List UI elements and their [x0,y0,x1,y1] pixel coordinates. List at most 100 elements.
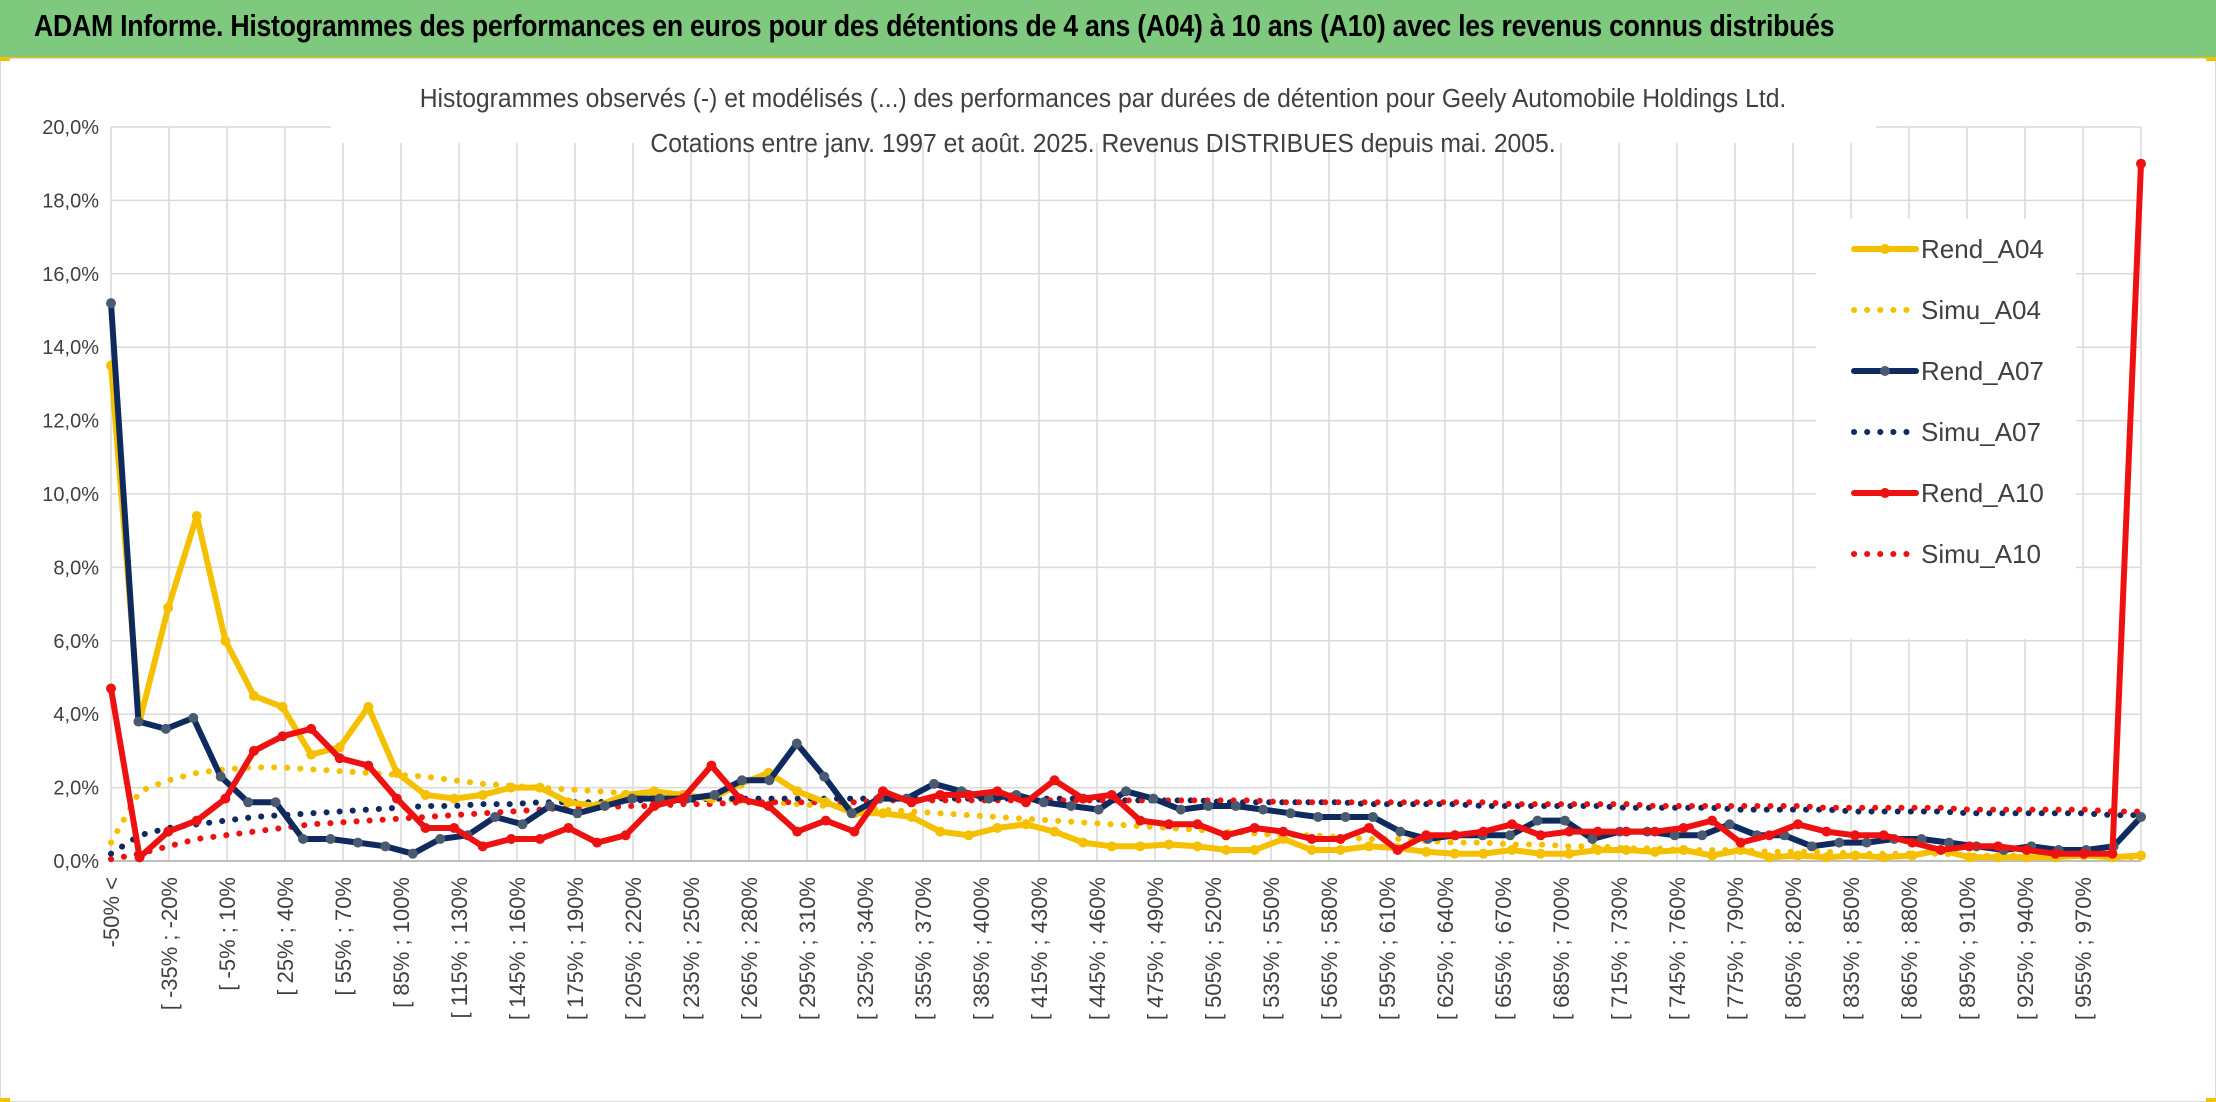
report-title: ADAM Informe. Histogrammes des performan… [34,8,1835,43]
x-tick-label: [ -35% ; -20% [157,877,182,1010]
data-point-rend_a07 [1203,800,1214,811]
data-point-rend_a10 [1764,830,1775,841]
legend-marker [1880,488,1890,498]
data-point-rend_a10 [1306,833,1317,844]
y-tick-label: 0,0% [53,851,99,873]
data-point-rend_a04 [2136,850,2146,861]
x-axis: -50% < [ -35% ; -20% [ -5% ; 10% [ 25% ; 40… [99,877,2096,1020]
data-point-rend_a10 [877,786,888,797]
data-point-rend_a07 [1669,830,1680,841]
data-point-rend_a10 [1735,837,1746,848]
y-tick-label: 14,0% [42,337,99,359]
data-point-rend_a04 [1678,844,1689,855]
data-point-rend_a07 [736,775,747,786]
data-point-rend_a10 [849,826,860,837]
data-point-rend_a10 [1421,830,1432,841]
data-point-rend_a04 [2021,852,2032,863]
data-point-rend_a10 [420,822,431,833]
data-point-rend_a04 [1993,852,2004,863]
data-point-rend_a07 [764,775,775,786]
data-point-rend_a07 [1724,819,1735,830]
data-point-rend_a07 [1367,811,1378,822]
y-tick-label: 2,0% [53,778,99,800]
data-point-rend_a07 [1066,800,1077,811]
y-tick-label: 10,0% [42,484,99,506]
x-tick-label: [ 445% ; 460% [1085,877,1110,1020]
data-point-rend_a10 [1020,797,1031,808]
legend-label: Rend_A04 [1921,234,2044,264]
data-point-rend_a10 [106,683,116,694]
x-tick-label: [ 955% ; 970% [2071,877,2096,1020]
data-point-rend_a10 [1335,833,1346,844]
x-tick-label: [ 835% ; 850% [1839,877,1864,1020]
data-point-rend_a07 [1505,830,1516,841]
data-point-rend_a07 [1121,786,1131,797]
data-point-rend_a07 [1093,804,1104,815]
data-point-rend_a10 [1221,830,1232,841]
x-tick-label: [ 505% ; 520% [1201,877,1226,1020]
x-tick-label: -50% < [99,877,124,947]
data-point-rend_a10 [2136,158,2146,169]
data-point-rend_a10 [1821,826,1832,837]
data-point-rend_a10 [592,837,603,848]
data-point-rend_a04 [1907,850,1918,861]
data-point-rend_a04 [1564,848,1575,859]
data-point-rend_a07 [106,298,116,309]
data-point-rend_a10 [763,800,774,811]
data-point-rend_a04 [992,822,1003,833]
data-point-rend_a07 [325,833,336,844]
data-point-rend_a10 [449,822,460,833]
x-tick-label: [ 685% ; 700% [1549,877,1574,1020]
x-tick-label: [ 115% ; 130% [447,877,472,1018]
legend-marker [1880,244,1890,254]
x-tick-label: [ 265% ; 280% [737,877,762,1020]
data-point-rend_a10 [1907,837,1918,848]
data-point-rend_a10 [1192,819,1203,830]
data-point-rend_a07 [1395,826,1406,837]
data-point-rend_a10 [2021,844,2032,855]
data-point-rend_a07 [1230,800,1241,811]
x-tick-label: [ 85% ; 100% [389,877,414,1008]
data-point-rend_a07 [490,811,501,822]
data-point-rend_a10 [1278,826,1289,837]
data-point-rend_a10 [963,789,974,800]
data-point-rend_a04 [1649,846,1660,857]
y-tick-label: 18,0% [42,190,99,212]
data-point-rend_a04 [1821,852,1832,863]
data-point-rend_a04 [1964,852,1975,863]
legend-label: Simu_A07 [1921,417,2041,447]
data-point-rend_a10 [134,852,145,863]
chart-area: 0,0% 2,0% 4,0% 6,0% 8,0% 10,0% 12,0% 14,0% 16,0%… [0,58,2216,1102]
data-point-rend_a04 [506,782,517,793]
data-point-rend_a04 [1163,839,1174,850]
series-line-simu_a04 [108,764,2144,861]
series-layer [106,158,2146,863]
data-point-rend_a10 [477,841,488,852]
legend: Rend_A04 Simu_A04 Rend_A07 Simu_A07 Rend_A10… [1816,219,2076,639]
data-point-rend_a04 [1192,841,1203,852]
x-tick-label: [ 415% ; 430% [1027,877,1052,1020]
x-tick-label: [ 745% ; 760% [1665,877,1690,1020]
data-point-rend_a10 [1878,830,1889,841]
legend-label: Rend_A10 [1921,478,2044,508]
data-point-rend_a10 [1535,830,1546,841]
data-point-rend_a04 [220,635,231,646]
data-point-rend_a04 [820,797,831,808]
data-point-rend_a04 [248,690,259,701]
data-point-rend_a10 [1249,822,1260,833]
data-point-rend_a04 [1106,841,1117,852]
data-point-rend_a10 [1850,830,1861,841]
data-point-rend_a04 [1535,848,1546,859]
data-point-rend_a10 [1478,826,1489,837]
data-point-rend_a10 [2078,848,2089,859]
data-point-rend_a10 [334,753,345,764]
data-point-rend_a04 [1764,852,1775,863]
data-point-rend_a04 [1792,850,1803,861]
y-tick-label: 16,0% [42,264,99,286]
data-point-rend_a10 [534,833,545,844]
x-tick-label: [ 925% ; 940% [2013,877,2038,1020]
x-tick-label: [ 805% ; 820% [1781,877,1806,1020]
data-point-rend_a04 [1878,852,1889,863]
y-tick-label: 4,0% [53,704,99,726]
data-point-rend_a04 [1249,844,1260,855]
